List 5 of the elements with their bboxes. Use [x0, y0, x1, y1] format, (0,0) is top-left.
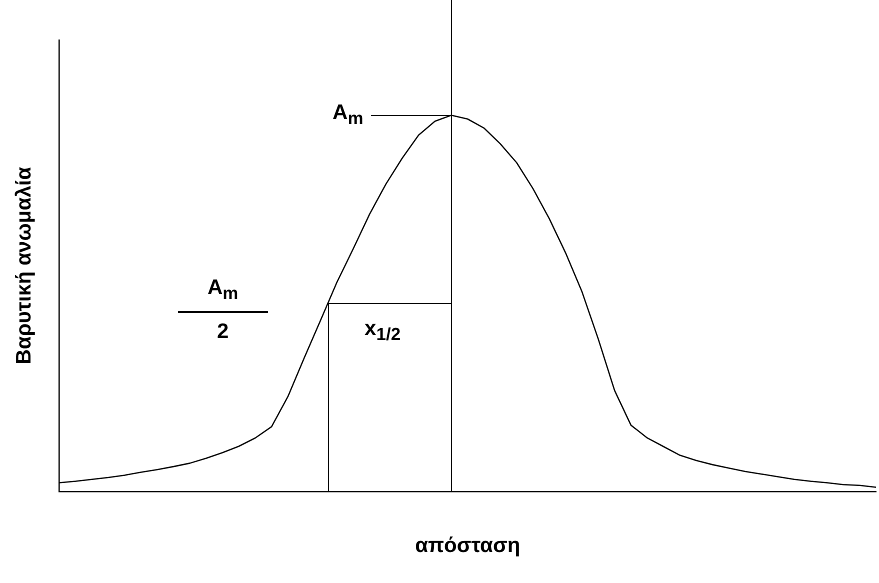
- annotation: A$_{m}$ 2: [206, 275, 240, 344]
- y-axis-title: Βαρυτική ανωμαλία: [12, 166, 36, 364]
- annotation: x$_{1/2}$: [364, 317, 401, 346]
- annotation: A$_{m}$: [332, 101, 364, 130]
- x-axis-title: απόσταση: [415, 534, 520, 558]
